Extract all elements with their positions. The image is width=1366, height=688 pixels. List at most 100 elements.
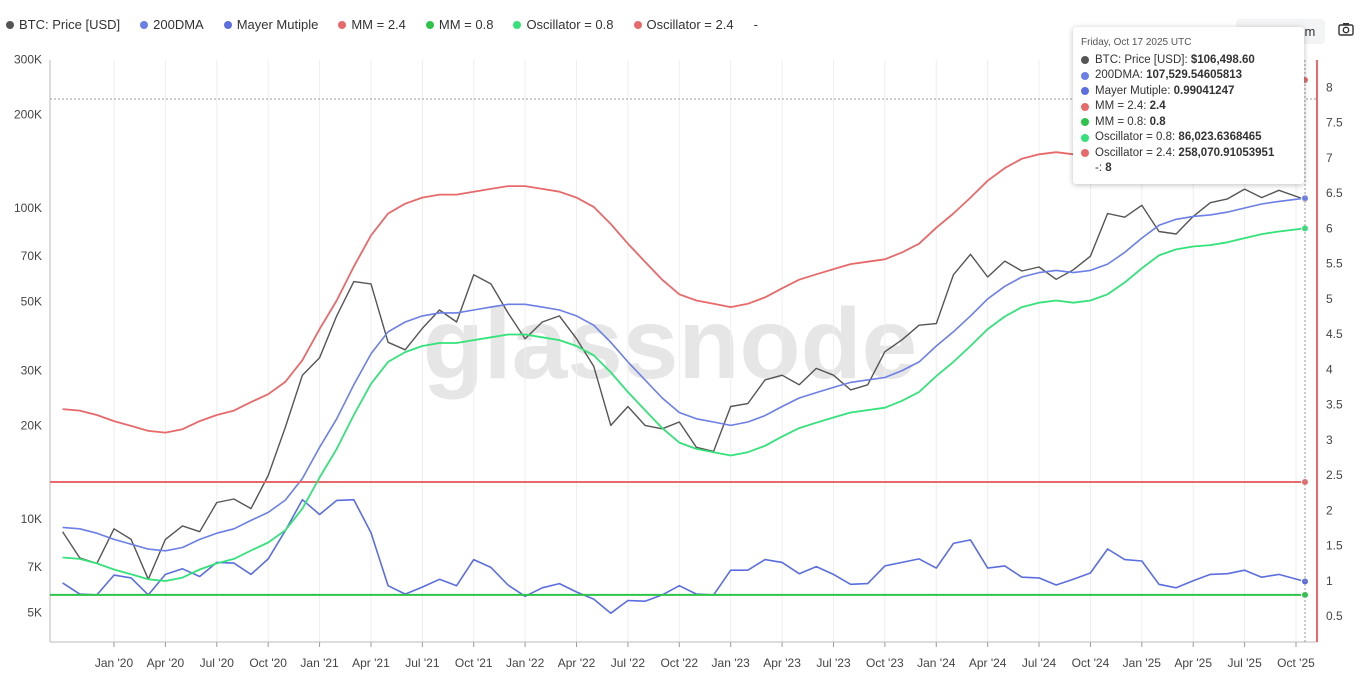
right-tick-label: 4 [1326, 362, 1333, 376]
legend-label: - [753, 17, 758, 32]
legend-item[interactable]: MM = 2.4 [338, 17, 406, 32]
tooltip-label: Oscillator = 0.8: [1095, 131, 1179, 143]
legend-label: Mayer Mutiple [236, 17, 319, 32]
legend-dot [140, 20, 149, 29]
x-tick-label: Apr '24 [969, 656, 1007, 670]
right-tick-label: 5 [1326, 292, 1333, 306]
left-tick-label: 200K [14, 107, 42, 121]
legend-item[interactable]: 200DMA [140, 17, 204, 32]
tooltip-value: 107,529.54605813 [1146, 69, 1243, 81]
tooltip-label: MM = 2.4: [1095, 100, 1150, 112]
x-tick-label: Jan '22 [506, 656, 545, 670]
legend-label: Oscillator = 2.4 [646, 17, 734, 32]
tooltip-row: Mayer Mutiple: 0.99041247 [1081, 84, 1296, 100]
right-tick-label: 7 [1326, 151, 1333, 165]
right-tick-label: 0.5 [1326, 609, 1343, 623]
x-tick-label: Jan '25 [1123, 656, 1162, 670]
x-tick-label: Oct '20 [249, 656, 287, 670]
tooltip-value: $106,498.60 [1190, 53, 1255, 66]
tooltip-value: 0.99041247 [1173, 84, 1235, 97]
tooltip-value: 258,070.91053951 [1178, 146, 1275, 159]
legend-dot [223, 20, 232, 29]
series-mayer-mutiple [62, 498, 1306, 615]
legend-label: MM = 0.8 [438, 17, 494, 32]
tooltip-dot [1081, 118, 1089, 127]
x-tick-label: Jan '20 [95, 656, 134, 670]
right-tick-label: 6.5 [1326, 186, 1343, 200]
x-tick-label: Apr '22 [558, 656, 596, 670]
tooltip-value: 86,023.6368465 [1178, 131, 1262, 143]
left-tick-label: 10K [21, 512, 42, 526]
tooltip-row: Oscillator = 0.8: 86,023.6368465 [1081, 130, 1296, 146]
tooltip-row: MM = 2.4: 2.4 [1081, 99, 1296, 115]
x-tick-label: Apr '23 [763, 656, 801, 670]
x-tick-label: Jul '22 [611, 656, 646, 670]
left-tick-label: 50K [21, 295, 42, 309]
tooltip-row: 200DMA: 107,529.54605813 [1081, 68, 1296, 84]
tooltip-value: 8 [1105, 162, 1112, 174]
left-tick-label: 7K [27, 560, 42, 574]
left-tick-label: 70K [21, 249, 42, 263]
x-tick-label: Jul '25 [1227, 656, 1262, 670]
x-tick-label: Apr '20 [147, 656, 185, 670]
legend-label: BTC: Price [USD] [19, 17, 121, 32]
x-tick-label: Jul '23 [816, 656, 851, 670]
x-tick-label: Oct '25 [1277, 656, 1315, 670]
camera-icon[interactable] [1338, 22, 1354, 36]
left-tick-label: 20K [21, 418, 42, 432]
right-tick-label: 1 [1326, 574, 1333, 588]
tooltip-row: BTC: Price [USD]: $106,498.60 [1081, 53, 1296, 69]
tooltip-date: Friday, Oct 17 2025 UTC [1081, 37, 1192, 48]
legend-dot [425, 20, 434, 29]
tooltip-value: 2.4 [1149, 100, 1166, 112]
tooltip-dot [1081, 71, 1089, 80]
legend-dot [338, 20, 347, 29]
tooltip-label: MM = 0.8: [1095, 115, 1150, 128]
legend-item[interactable]: Oscillator = 2.4 [633, 17, 734, 32]
right-tick-label: 2 [1326, 503, 1333, 517]
right-tick-label: 7.5 [1326, 116, 1343, 130]
legend-item[interactable]: MM = 0.8 [425, 17, 494, 32]
x-tick-label: Oct '21 [455, 656, 493, 670]
tooltip-label: -: [1095, 162, 1106, 174]
legend-dot [6, 20, 14, 29]
tooltip-dot [1081, 102, 1089, 111]
tooltip-row: -: 8 [1081, 161, 1296, 177]
legend: BTC: Price [USD] 200DMA Mayer Mutiple MM = … [6, 17, 758, 32]
right-tick-label: 3.5 [1326, 398, 1343, 412]
left-tick-label: 30K [21, 364, 42, 378]
right-tick-label: 3 [1326, 433, 1333, 447]
right-tick-label: 2.5 [1326, 468, 1343, 482]
legend-item[interactable]: - [754, 17, 758, 32]
tooltip-dot [1081, 149, 1089, 158]
tooltip-label: Mayer Mutiple: [1095, 84, 1174, 97]
x-tick-label: Jul '20 [200, 656, 235, 670]
tooltip-row: MM = 0.8: 0.8 [1081, 115, 1296, 131]
tooltip-dot [1081, 165, 1089, 173]
legend-item[interactable]: BTC: Price [USD] [6, 17, 120, 32]
x-tick-label: Oct '24 [1072, 656, 1110, 670]
series-mm-0-8-marker [1301, 590, 1309, 599]
x-tick-label: Jan '23 [712, 656, 751, 670]
legend-item[interactable]: Oscillator = 0.8 [513, 17, 614, 32]
legend-label: 200DMA [153, 17, 204, 32]
right-tick-label: 5.5 [1326, 257, 1343, 271]
tooltip-label: BTC: Price [USD]: [1095, 53, 1191, 66]
x-tick-label: Jan '21 [300, 656, 339, 670]
legend-item[interactable]: Mayer Mutiple [223, 17, 319, 32]
legend-dot [513, 20, 522, 29]
right-tick-label: 6 [1326, 221, 1333, 235]
legend-label: Oscillator = 0.8 [526, 17, 614, 32]
tooltip-dot [1081, 133, 1089, 142]
left-tick-label: 300K [14, 53, 42, 67]
legend-label: MM = 2.4 [351, 17, 406, 32]
tooltip: Friday, Oct 17 2025 UTC BTC: Price [USD]… [1073, 27, 1304, 184]
left-tick-label: 5K [27, 606, 42, 620]
x-tick-label: Jul '21 [405, 656, 440, 670]
tooltip-dot [1081, 87, 1089, 96]
legend-dot [633, 20, 642, 29]
tooltip-dot [1081, 56, 1089, 65]
x-tick-label: Oct '23 [866, 656, 904, 670]
